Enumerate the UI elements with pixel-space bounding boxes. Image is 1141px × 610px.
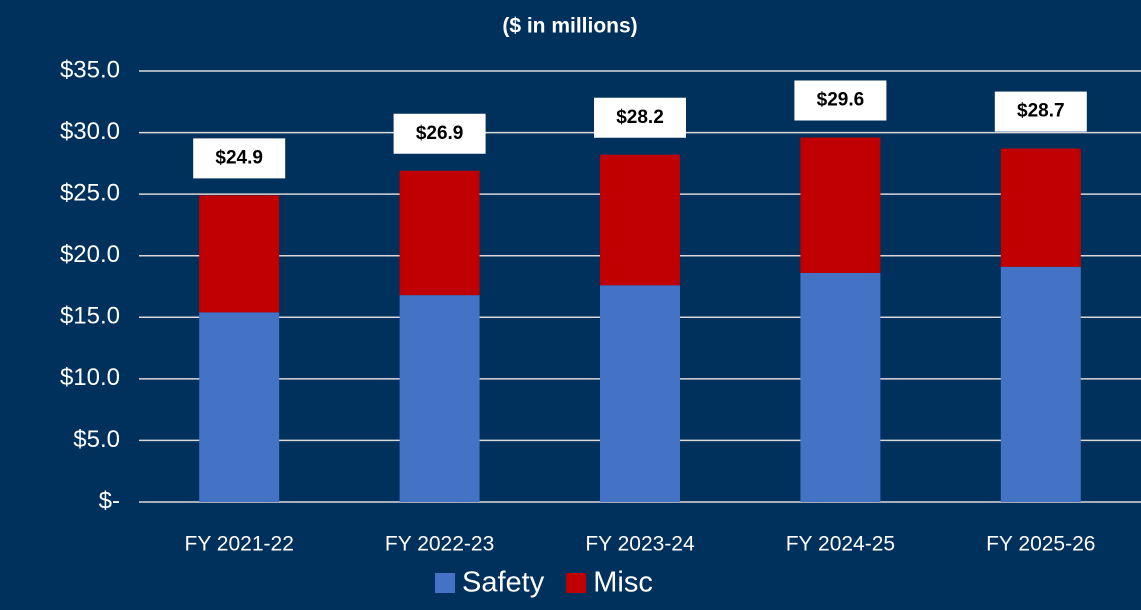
x-tick-label: FY 2021-22 [185, 533, 294, 556]
total-label-box [393, 113, 486, 154]
bar-segment [1000, 266, 1081, 502]
total-label: $29.6 [817, 90, 865, 111]
total-label-box [193, 138, 286, 179]
total-label-box [594, 97, 686, 138]
y-tick-label: $- [99, 487, 120, 514]
y-tick-label: $35.0 [60, 56, 120, 83]
bar-segment [199, 312, 280, 502]
x-tick-label: FY 2025-26 [986, 533, 1095, 556]
total-label-box [994, 91, 1087, 132]
x-tick-label: FY 2023-24 [585, 533, 695, 556]
total-label-box [794, 80, 887, 121]
y-tick-label: $10.0 [60, 364, 120, 391]
bar-segment [800, 137, 881, 273]
bar-segment [1000, 148, 1081, 267]
total-label: $26.9 [416, 123, 464, 144]
bar-segment [600, 154, 680, 286]
legend-swatch [566, 573, 587, 593]
x-tick-label: FY 2022-23 [385, 533, 494, 556]
y-tick-label: $30.0 [60, 118, 120, 145]
y-tick-label: $20.0 [60, 241, 120, 268]
bar-segment [600, 285, 680, 502]
total-label: $28.7 [1017, 101, 1065, 122]
legend-label: Safety [462, 567, 545, 599]
chart-title: ($ in millions) [502, 15, 637, 38]
bar-segment [199, 195, 280, 313]
total-label: $28.2 [616, 107, 664, 128]
y-tick-label: $15.0 [60, 303, 120, 330]
bar-segment [800, 272, 881, 502]
x-tick-label: FY 2024-25 [786, 533, 895, 556]
legend-swatch [435, 573, 455, 593]
y-tick-label: $25.0 [60, 179, 120, 206]
legend-label: Misc [593, 567, 653, 599]
total-label: $24.9 [215, 147, 263, 168]
bar-segment [399, 170, 480, 296]
y-tick-label: $5.0 [73, 426, 120, 453]
bar-segment [399, 295, 480, 502]
